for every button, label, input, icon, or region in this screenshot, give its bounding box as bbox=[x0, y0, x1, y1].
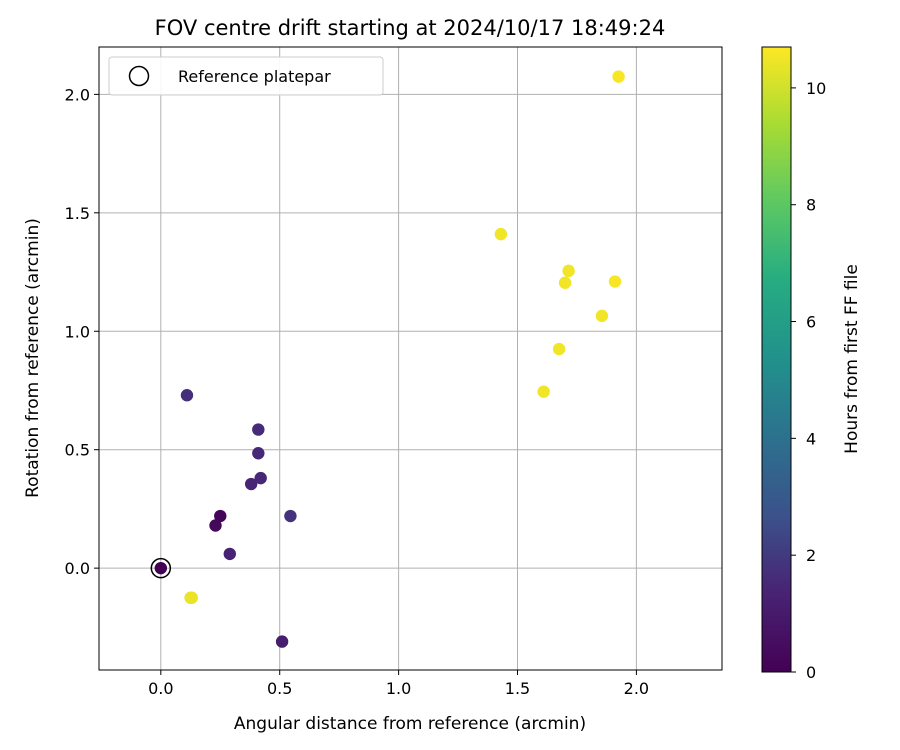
data-point bbox=[284, 509, 297, 523]
data-point bbox=[184, 591, 197, 604]
y-axis-label: Rotation from reference (arcmin) bbox=[23, 218, 43, 498]
x-tick-label: 1.0 bbox=[386, 679, 411, 698]
data-point bbox=[612, 70, 625, 83]
reference-marker bbox=[150, 557, 172, 579]
data-point bbox=[558, 276, 572, 289]
plot-area-frame bbox=[98, 46, 723, 671]
colorbar-label: Hours from first FF file bbox=[842, 264, 862, 454]
colorbar-tick-label: 6 bbox=[806, 313, 816, 332]
y-tick-label: 0.5 bbox=[65, 441, 90, 460]
colorbar-ticks: 0 2 4 6 8 10 bbox=[791, 79, 826, 682]
colorbar-tick-label: 2 bbox=[806, 546, 816, 565]
scatter-points bbox=[154, 70, 625, 648]
y-tick-label: 1.0 bbox=[65, 322, 90, 341]
legend-marker-icon bbox=[128, 65, 150, 87]
y-tick-label: 1.5 bbox=[65, 204, 90, 223]
y-tick-label: 0.0 bbox=[65, 559, 90, 578]
data-point bbox=[562, 264, 575, 278]
x-tick-label: 0.0 bbox=[148, 679, 173, 698]
y-axis-ticks: 0.0 0.5 1.0 1.5 2.0 bbox=[65, 85, 99, 578]
grid bbox=[99, 47, 722, 670]
colorbar-tick-label: 10 bbox=[806, 79, 826, 98]
x-axis-label: Angular distance from reference (arcmin) bbox=[234, 714, 586, 734]
data-point bbox=[252, 447, 265, 460]
x-tick-label: 2.0 bbox=[624, 679, 649, 698]
reference-point-marker bbox=[150, 557, 172, 579]
data-point bbox=[537, 385, 550, 398]
data-point bbox=[223, 547, 236, 561]
colorbar: 0 2 4 6 8 10 Hours from first FF file bbox=[761, 46, 862, 682]
colorbar-tick-label: 0 bbox=[806, 663, 816, 682]
data-point bbox=[180, 389, 194, 402]
data-point bbox=[595, 309, 609, 323]
data-point bbox=[494, 227, 508, 241]
colorbar-tick-label: 4 bbox=[806, 429, 816, 448]
x-axis-ticks: 0.0 0.5 1.0 1.5 2.0 bbox=[148, 670, 649, 698]
data-point bbox=[154, 561, 168, 575]
x-tick-label: 1.5 bbox=[505, 679, 530, 698]
data-point bbox=[552, 342, 566, 356]
data-point bbox=[244, 477, 258, 491]
legend-box bbox=[108, 56, 384, 96]
data-point bbox=[209, 519, 222, 532]
data-point bbox=[275, 635, 289, 648]
colorbar-tick-label: 8 bbox=[806, 196, 816, 215]
colorbar-gradient bbox=[761, 46, 792, 673]
y-tick-label: 2.0 bbox=[65, 85, 90, 104]
data-point bbox=[252, 423, 265, 436]
legend-entry-reference: Reference platepar bbox=[178, 67, 331, 86]
data-point bbox=[254, 471, 267, 485]
chart-title: FOV centre drift starting at 2024/10/17 … bbox=[155, 16, 666, 40]
data-point bbox=[608, 275, 622, 288]
x-tick-label: 0.5 bbox=[267, 679, 292, 698]
legend: Reference platepar bbox=[108, 56, 384, 96]
data-point bbox=[214, 509, 227, 523]
